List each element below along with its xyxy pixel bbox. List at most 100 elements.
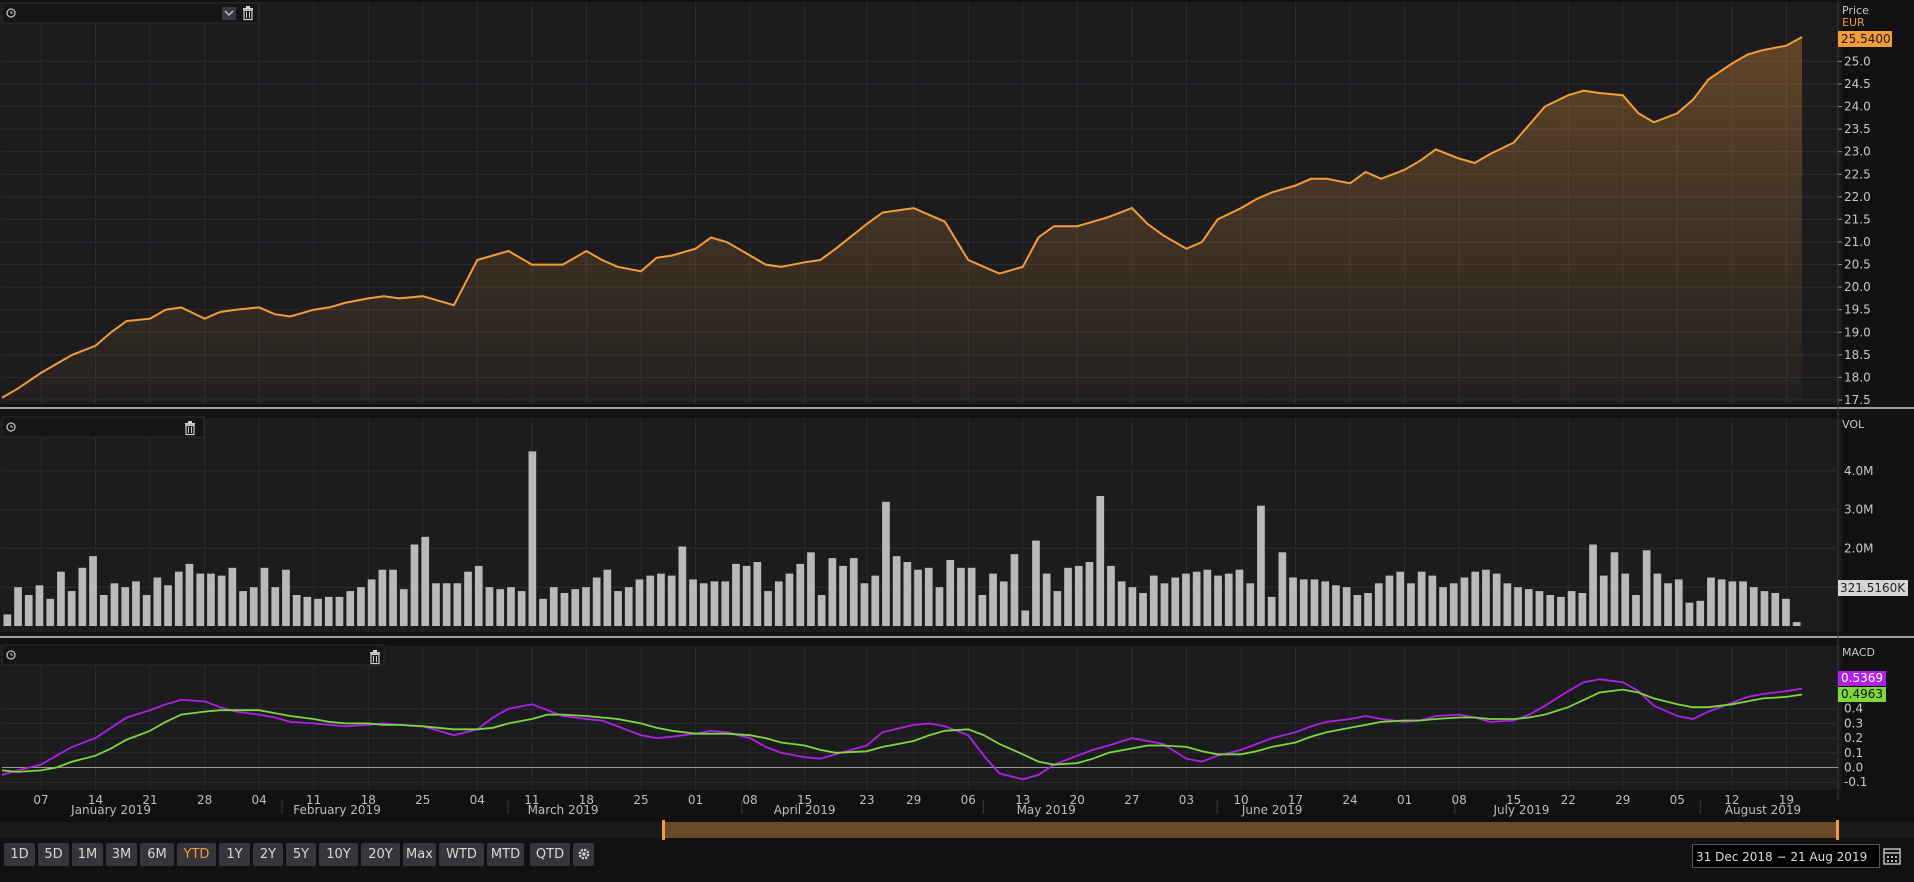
volume-bar	[1792, 622, 1801, 626]
gear-icon[interactable]	[573, 843, 594, 866]
date-range-field[interactable]: 31 Dec 2018 − 21 Aug 2019	[1692, 844, 1880, 868]
x-tick-label: 01	[1397, 793, 1412, 807]
macd-badge-bg	[1838, 671, 1886, 686]
volume-bar	[378, 569, 387, 626]
volume-bar	[860, 583, 869, 626]
range-button-1d[interactable]: 1D	[4, 843, 35, 866]
volume-bar	[303, 596, 312, 626]
range-button-ytd[interactable]: YTD	[177, 843, 216, 866]
range-button-qtd[interactable]: QTD	[530, 843, 570, 866]
signal-badge-bg	[1838, 687, 1886, 702]
x-tick-label: 01	[688, 793, 703, 807]
range-button-6m[interactable]: 6M	[140, 843, 174, 866]
volume-bar	[1385, 575, 1394, 626]
x-tick-label: 29	[1615, 793, 1630, 807]
range-button-20y[interactable]: 20Y	[361, 843, 400, 866]
x-tick-label: 20	[1070, 793, 1085, 807]
volume-bar	[1492, 573, 1501, 626]
volume-badge: 321.5160K	[1840, 581, 1906, 595]
volume-bar	[1182, 573, 1190, 626]
x-tick-label: 25	[633, 793, 648, 807]
x-tick-label: 28	[197, 793, 212, 807]
volume-bar	[496, 589, 505, 626]
clock-icon	[6, 650, 16, 660]
x-tick-label: 07	[33, 793, 48, 807]
volume-bar	[1460, 577, 1469, 626]
range-button-1m[interactable]: 1M	[72, 843, 103, 866]
volume-bar	[1246, 583, 1255, 626]
volume-bar	[657, 573, 665, 626]
volume-bar	[121, 587, 130, 626]
volume-bar	[1139, 593, 1147, 626]
navigator-handle-right[interactable]	[1836, 820, 1839, 840]
volume-bar	[99, 595, 108, 626]
x-tick-label: 22	[1561, 793, 1576, 807]
volume-bar	[1128, 587, 1137, 626]
calendar-icon[interactable]	[1882, 846, 1902, 866]
volume-bar	[1267, 596, 1276, 626]
trash-icon[interactable]	[185, 421, 195, 436]
volume-bar	[603, 569, 612, 626]
month-label: August 2019	[1725, 803, 1801, 817]
volume-bar	[1589, 544, 1597, 626]
volume-bar	[1546, 595, 1555, 626]
clock-icon	[6, 8, 16, 18]
volume-bar	[1342, 587, 1351, 626]
range-button-1y[interactable]: 1Y	[219, 843, 250, 866]
volume-bar	[742, 565, 751, 626]
range-button-5d[interactable]: 5D	[38, 843, 69, 866]
volume-axis-title: VOL	[1842, 418, 1865, 431]
volume-bar	[1578, 593, 1587, 626]
x-tick-label: 18	[579, 793, 594, 807]
range-button-wtd[interactable]: WTD	[439, 843, 484, 866]
volume-bar	[432, 583, 440, 626]
range-button-mtd[interactable]: MTD	[487, 843, 524, 866]
x-tick-label: 08	[742, 793, 757, 807]
volume-bar	[271, 587, 280, 626]
price-tick-label: 23.0	[1844, 145, 1871, 159]
volume-bar	[410, 544, 419, 626]
trash-icon[interactable]	[370, 650, 380, 665]
volume-bar	[1621, 573, 1630, 626]
price-panel-axis-area	[1838, 2, 1842, 404]
volume-bar	[914, 569, 922, 626]
price-tick-label: 20.5	[1844, 258, 1871, 272]
x-tick-label: 18	[361, 793, 376, 807]
price-tick-label: 24.5	[1844, 77, 1871, 91]
range-button-3m[interactable]: 3M	[106, 843, 137, 866]
navigator-selection[interactable]	[663, 822, 1839, 838]
volume-bar	[796, 563, 805, 626]
volume-bar	[1085, 562, 1094, 626]
volume-bar	[132, 581, 140, 626]
volume-bar	[849, 558, 858, 626]
volume-bar	[399, 589, 408, 626]
volume-bar	[335, 596, 344, 626]
range-button-5y[interactable]: 5Y	[286, 843, 316, 866]
trash-icon[interactable]	[243, 6, 253, 21]
volume-bar	[239, 591, 247, 626]
volume-bar	[1503, 583, 1512, 626]
price-tick-label: 17.5	[1844, 393, 1871, 407]
volume-bar	[185, 563, 194, 626]
macd-tick-label: 0.0	[1844, 761, 1863, 775]
x-tick-label: 04	[252, 793, 267, 807]
range-button-max[interactable]: Max	[403, 843, 436, 866]
range-button-10y[interactable]: 10Y	[319, 843, 358, 866]
volume-bar	[89, 556, 97, 626]
volume-bar	[935, 587, 944, 626]
volume-bar	[903, 562, 912, 626]
volume-bar	[217, 575, 226, 626]
chevron-down-icon[interactable]	[222, 7, 236, 20]
navigator-handle-left[interactable]	[662, 820, 665, 840]
volume-bar	[35, 585, 44, 626]
volume-bar	[1782, 598, 1790, 626]
price-tick-label: 25.0	[1844, 54, 1871, 68]
volume-bar	[828, 558, 837, 626]
volume-bar	[442, 583, 451, 626]
x-tick-label: 11	[306, 793, 321, 807]
price-tick-label: 18.0	[1844, 370, 1871, 384]
volume-bar	[732, 563, 740, 626]
range-button-2y[interactable]: 2Y	[253, 843, 283, 866]
x-tick-label: 13	[1015, 793, 1030, 807]
volume-bar	[1771, 593, 1780, 626]
